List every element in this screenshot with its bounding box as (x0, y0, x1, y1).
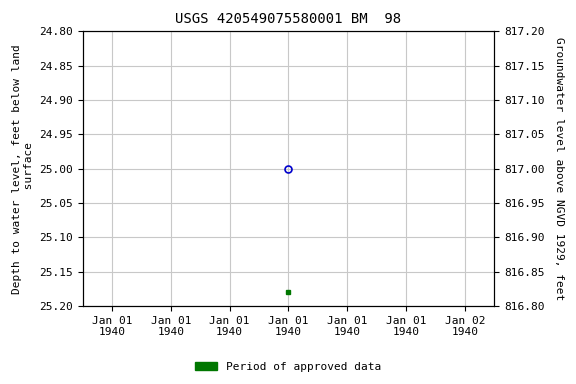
Y-axis label: Groundwater level above NGVD 1929, feet: Groundwater level above NGVD 1929, feet (554, 37, 564, 300)
Y-axis label: Depth to water level, feet below land
 surface: Depth to water level, feet below land su… (12, 44, 33, 294)
Title: USGS 420549075580001 BM  98: USGS 420549075580001 BM 98 (176, 12, 401, 26)
Legend: Period of approved data: Period of approved data (191, 358, 385, 377)
